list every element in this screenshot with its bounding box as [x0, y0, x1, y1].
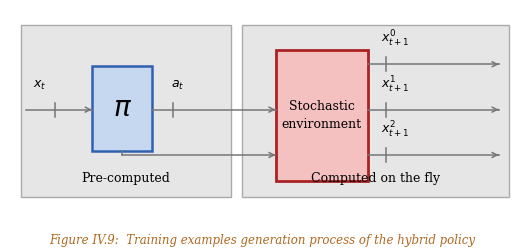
Text: $x_{t+1}^{0}$: $x_{t+1}^{0}$ — [381, 29, 410, 49]
Bar — [242, 25, 509, 197]
Text: $\pi$: $\pi$ — [112, 95, 132, 122]
Text: Pre-computed: Pre-computed — [81, 172, 171, 185]
Bar — [276, 50, 368, 181]
Bar — [92, 66, 152, 151]
Text: Figure IV.9:  Training examples generation process of the hybrid policy: Figure IV.9: Training examples generatio… — [49, 234, 476, 247]
Text: $a_t$: $a_t$ — [171, 79, 184, 92]
Text: Stochastic
environment: Stochastic environment — [281, 100, 362, 132]
Text: $x_{t+1}^{2}$: $x_{t+1}^{2}$ — [381, 120, 410, 140]
Text: $x_t$: $x_t$ — [33, 79, 46, 92]
Bar — [21, 25, 231, 197]
Text: Computed on the fly: Computed on the fly — [311, 172, 440, 185]
Text: $x_{t+1}^{1}$: $x_{t+1}^{1}$ — [381, 74, 410, 94]
